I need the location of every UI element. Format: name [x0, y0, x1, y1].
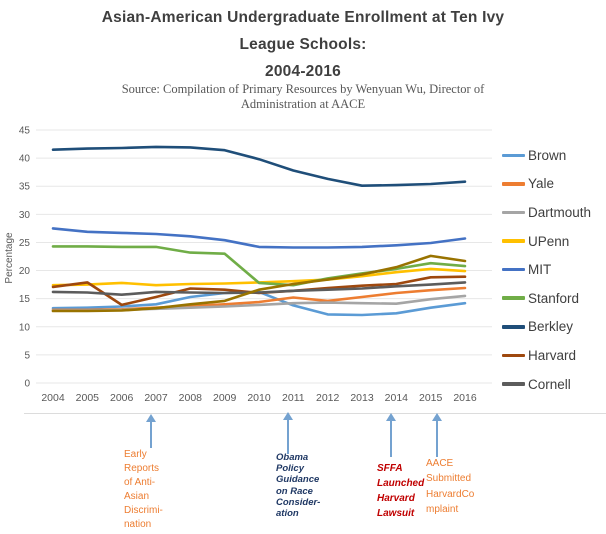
- y-tick-label-40: 40: [19, 154, 31, 165]
- legend-swatch-brown: [502, 153, 525, 158]
- x-tick-label-2004: 2004: [41, 392, 65, 404]
- series-line-unlabeled-9: [51, 254, 467, 313]
- annotation-text-2015: AACE Submitted HarvardCo mplaint: [426, 458, 475, 515]
- x-tick-label-2016: 2016: [453, 392, 477, 404]
- up-arrow-head: [432, 413, 442, 421]
- legend-swatch-stanford: [502, 296, 525, 301]
- legend-label-dartmouth: Dartmouth: [528, 204, 592, 220]
- legend-label-mit: MIT: [528, 262, 552, 278]
- x-tick-label-2015: 2015: [419, 392, 443, 404]
- x-tick-label-2014: 2014: [385, 392, 409, 404]
- chart-source-line-2: Administration at AACE: [240, 97, 366, 111]
- legend-swatch-upenn: [502, 239, 525, 243]
- series-line-cornell: [51, 281, 467, 297]
- legend: Brown Yale Dartmouth UPenn MIT Stanford Berkle…: [502, 141, 606, 398]
- series-line-stanford: [51, 245, 467, 287]
- chart-source: Source: Compilation of Primary Resources…: [0, 82, 606, 112]
- x-tick-label-2007: 2007: [144, 392, 168, 404]
- chart-title-line-2: League Schools:: [239, 36, 367, 53]
- legend-item-berkley: Berkley: [502, 313, 606, 342]
- x-tick-label-2013: 2013: [350, 392, 374, 404]
- legend-swatch-dartmouth: [502, 210, 525, 215]
- x-tick-label-2008: 2008: [179, 392, 203, 404]
- y-axis-title: Percentage: [4, 232, 15, 284]
- x-tick-label-2010: 2010: [247, 392, 271, 404]
- y-tick-label-15: 15: [19, 294, 31, 305]
- legend-label-harvard: Harvard: [528, 347, 577, 363]
- series-line-mit: [51, 227, 467, 249]
- x-tick-label-2012: 2012: [316, 392, 340, 404]
- legend-label-stanford: Stanford: [528, 290, 580, 306]
- legend-item-dartmouth: Dartmouth: [502, 198, 606, 227]
- up-arrow-head: [283, 412, 293, 420]
- x-tick-label-2011: 2011: [282, 392, 305, 404]
- legend-swatch-mit: [502, 267, 525, 272]
- x-tick-label-2006: 2006: [110, 392, 134, 404]
- annotation-text-2014: SFFA Launched Harvard Lawsuit: [377, 463, 425, 519]
- legend-item-upenn: UPenn: [502, 227, 606, 256]
- chart-title-line-3: 2004-2016: [265, 63, 341, 80]
- legend-swatch-yale: [502, 182, 525, 186]
- y-tick-label-10: 10: [19, 322, 31, 333]
- y-tick-label-25: 25: [19, 238, 31, 249]
- legend-item-cornell: Cornell: [502, 370, 606, 399]
- chart-bottom-border: [24, 413, 606, 414]
- legend-item-brown: Brown: [502, 141, 606, 170]
- y-tick-label-0: 0: [24, 379, 30, 390]
- up-arrow-shaft: [287, 419, 289, 454]
- annotation-text-2011: Obama Policy Guidance on Race Consider- …: [276, 452, 321, 520]
- up-arrow-shaft: [390, 420, 392, 457]
- legend-swatch-cornell: [502, 382, 525, 386]
- y-tick-label-5: 5: [24, 350, 30, 361]
- chart-title-line-1: Asian-American Undergraduate Enrollment …: [101, 9, 505, 26]
- legend-swatch-berkley: [502, 325, 525, 329]
- legend-label-brown: Brown: [528, 147, 567, 163]
- legend-label-upenn: UPenn: [528, 233, 570, 249]
- legend-label-yale: Yale: [528, 176, 555, 192]
- legend-item-stanford: Stanford: [502, 284, 606, 313]
- legend-swatch-harvard: [502, 353, 525, 358]
- up-arrow-head: [386, 413, 396, 421]
- up-arrow-shaft: [436, 420, 438, 457]
- y-tick-label-35: 35: [19, 182, 31, 193]
- up-arrow-head: [146, 414, 156, 422]
- legend-item-yale: Yale: [502, 170, 606, 199]
- y-tick-label-45: 45: [19, 126, 31, 137]
- up-arrow-shaft: [150, 421, 152, 448]
- series-line-berkley: [51, 145, 467, 187]
- legend-item-mit: MIT: [502, 255, 606, 284]
- legend-label-berkley: Berkley: [528, 319, 574, 335]
- x-tick-label-2009: 2009: [213, 392, 237, 404]
- chart-source-line-1: Source: Compilation of Primary Resources…: [121, 82, 485, 96]
- annotation-text-2007: Early Reports of Anti- Asian Discrimi- n…: [124, 449, 163, 530]
- y-tick-label-30: 30: [19, 210, 31, 221]
- legend-item-harvard: Harvard: [502, 341, 606, 370]
- y-tick-label-20: 20: [19, 266, 31, 277]
- legend-label-cornell: Cornell: [528, 376, 571, 392]
- x-tick-label-2005: 2005: [76, 392, 100, 404]
- chart-title: Asian-American Undergraduate Enrollment …: [0, 4, 606, 85]
